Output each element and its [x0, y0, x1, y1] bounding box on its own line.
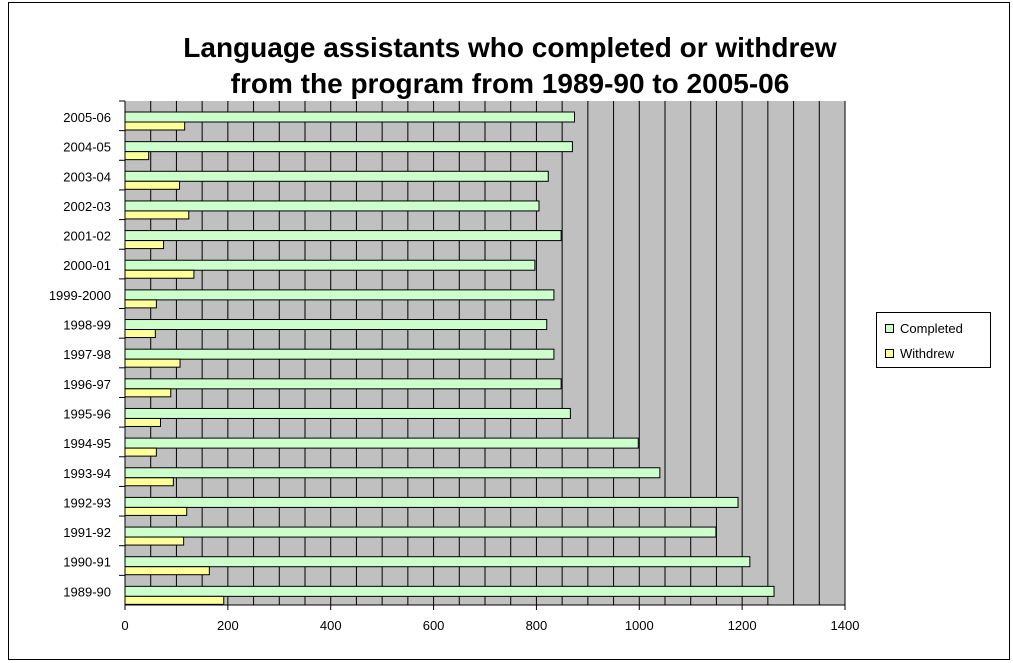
category-label: 1993-94 — [63, 466, 111, 481]
bar-completed — [124, 111, 575, 123]
bar-withdrew — [124, 417, 161, 427]
bar-withdrew — [124, 566, 210, 576]
bar-withdrew — [124, 536, 185, 546]
bar-withdrew — [124, 329, 156, 339]
bar-withdrew — [124, 595, 225, 605]
bars — [124, 111, 775, 605]
chart-title: Language assistants who completed or wit… — [0, 30, 1013, 102]
bar-completed — [124, 437, 639, 449]
category-label: 1996-97 — [63, 377, 111, 392]
bar-withdrew — [124, 477, 174, 487]
category-label: 1999-2000 — [49, 288, 111, 303]
category-label: 2002-03 — [63, 199, 111, 214]
x-tick-label: 800 — [526, 618, 548, 633]
bar-completed — [124, 556, 751, 568]
bar-withdrew — [124, 358, 181, 368]
bar-withdrew — [124, 269, 195, 279]
category-label: 1989-90 — [63, 584, 111, 599]
bar-withdrew — [124, 121, 186, 131]
legend-label-withdrew: Withdrew — [900, 345, 955, 361]
bar-completed — [124, 526, 717, 538]
bar-completed — [124, 348, 555, 360]
x-tick-label: 0 — [121, 618, 128, 633]
chart-title-line-2: from the program from 1989-90 to 2005-06 — [230, 68, 790, 99]
bar-completed — [124, 319, 548, 331]
x-tick-label: 1000 — [625, 618, 654, 633]
bar-completed — [124, 200, 540, 212]
x-tick-labels: 0 200 400 600 800 1000 1200 1400 — [121, 605, 859, 633]
category-label: 1994-95 — [63, 436, 111, 451]
legend-item-completed: Completed — [885, 319, 963, 337]
legend-item-withdrew: Withdrew — [885, 344, 954, 362]
legend-swatch-withdrew — [885, 348, 894, 358]
bar-withdrew — [124, 180, 181, 190]
bar-completed — [124, 259, 536, 271]
bar-completed — [124, 496, 739, 508]
category-label: 2001-02 — [63, 229, 111, 244]
x-tick-label: 1200 — [728, 618, 757, 633]
category-label: 1997-98 — [63, 347, 111, 362]
x-tick-label: 400 — [320, 618, 342, 633]
x-tick-label: 1400 — [831, 618, 860, 633]
bar-withdrew — [124, 506, 188, 516]
category-label: 1998-99 — [63, 318, 111, 333]
category-label: 1995-96 — [63, 406, 111, 421]
bar-completed — [124, 141, 573, 153]
bar-completed — [124, 170, 549, 182]
category-label: 1992-93 — [63, 495, 111, 510]
bar-completed — [124, 378, 562, 390]
legend-swatch-completed — [885, 323, 894, 333]
category-labels: 2005-06 2004-05 2003-04 2002-03 2001-02 2000-… — [49, 100, 125, 599]
category-label: 2004-05 — [63, 140, 111, 155]
bar-completed — [124, 585, 775, 597]
bar-withdrew — [124, 388, 172, 398]
bar-withdrew — [124, 447, 157, 457]
bar-withdrew — [124, 151, 150, 161]
category-label: 2003-04 — [63, 169, 111, 184]
bar-completed — [124, 289, 555, 301]
category-label: 2000-01 — [63, 258, 111, 273]
bar-withdrew — [124, 210, 190, 220]
bar-withdrew — [124, 240, 165, 250]
bar-completed — [124, 467, 661, 479]
bar-completed — [124, 407, 571, 419]
x-tick-label: 600 — [423, 618, 445, 633]
chart-title-line-1: Language assistants who completed or wit… — [183, 32, 837, 63]
category-label: 2005-06 — [63, 110, 111, 125]
legend: Completed Withdrew — [876, 312, 991, 368]
category-label: 1991-92 — [63, 525, 111, 540]
legend-label-completed: Completed — [900, 320, 963, 336]
x-tick-label: 200 — [217, 618, 239, 633]
category-label: 1990-91 — [63, 555, 111, 570]
bar-withdrew — [124, 299, 157, 309]
bar-completed — [124, 230, 562, 242]
